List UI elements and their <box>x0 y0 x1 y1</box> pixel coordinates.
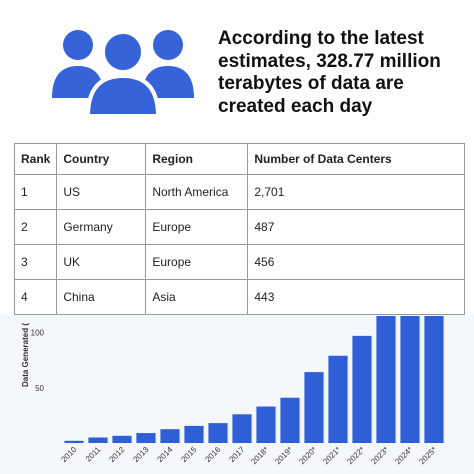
table-cell: North America <box>145 174 249 210</box>
bar <box>208 423 228 443</box>
header-row: Rank Country Region Number of Data Centers <box>13 143 466 175</box>
y-tick-label: 50 <box>35 384 44 393</box>
bar <box>352 335 372 443</box>
bar <box>232 414 252 443</box>
table-cell: UK <box>56 244 147 280</box>
table-cell: 4 <box>13 279 58 315</box>
table-cell: Germany <box>56 209 147 245</box>
bar <box>424 316 444 443</box>
bar <box>256 406 276 443</box>
table-cell: 1 <box>13 174 58 210</box>
y-axis-label: Data Generated ( <box>21 323 30 387</box>
bar <box>112 435 132 443</box>
table-cell: 487 <box>247 209 466 245</box>
table-row: 3 UK Europe 456 <box>13 244 466 280</box>
data-table: Rank Country Region Number of Data Centers … <box>13 143 466 315</box>
people-icon <box>52 30 194 118</box>
table-body: 1 US North America 2,701 2 Germany Europe 487 3 U… <box>13 174 466 315</box>
bar <box>376 316 396 443</box>
column-header: Region <box>145 143 249 175</box>
bar <box>184 425 204 443</box>
bar <box>160 429 180 443</box>
y-tick-label: 100 <box>31 329 45 338</box>
table-cell: Europe <box>145 209 249 245</box>
bar <box>304 372 324 443</box>
header: According to the latest estimates, 328.7… <box>0 0 474 135</box>
table-cell: 2 <box>13 209 58 245</box>
column-header: Number of Data Centers <box>247 143 466 175</box>
table-row: 4 China Asia 443 <box>13 279 466 315</box>
table-cell: 3 <box>13 244 58 280</box>
bar <box>280 397 300 443</box>
column-header: Rank <box>13 143 58 175</box>
bar <box>400 316 420 443</box>
table-cell: 456 <box>247 244 466 280</box>
table-row: 2 Germany Europe 487 <box>13 209 466 245</box>
bar <box>136 433 156 443</box>
table-row: 1 US North America 2,701 <box>13 174 466 210</box>
table-cell: Asia <box>145 279 249 315</box>
bar <box>328 355 348 443</box>
table-cell: China <box>56 279 147 315</box>
column-header: Country <box>56 143 147 175</box>
plot <box>64 316 444 443</box>
bar <box>64 440 84 443</box>
headline: According to the latest estimates, 328.7… <box>218 28 441 117</box>
table-cell: 2,701 <box>247 174 466 210</box>
table-cell: 443 <box>247 279 466 315</box>
table-cell: Europe <box>145 244 249 280</box>
table-cell: US <box>56 174 147 210</box>
bar <box>88 437 108 443</box>
